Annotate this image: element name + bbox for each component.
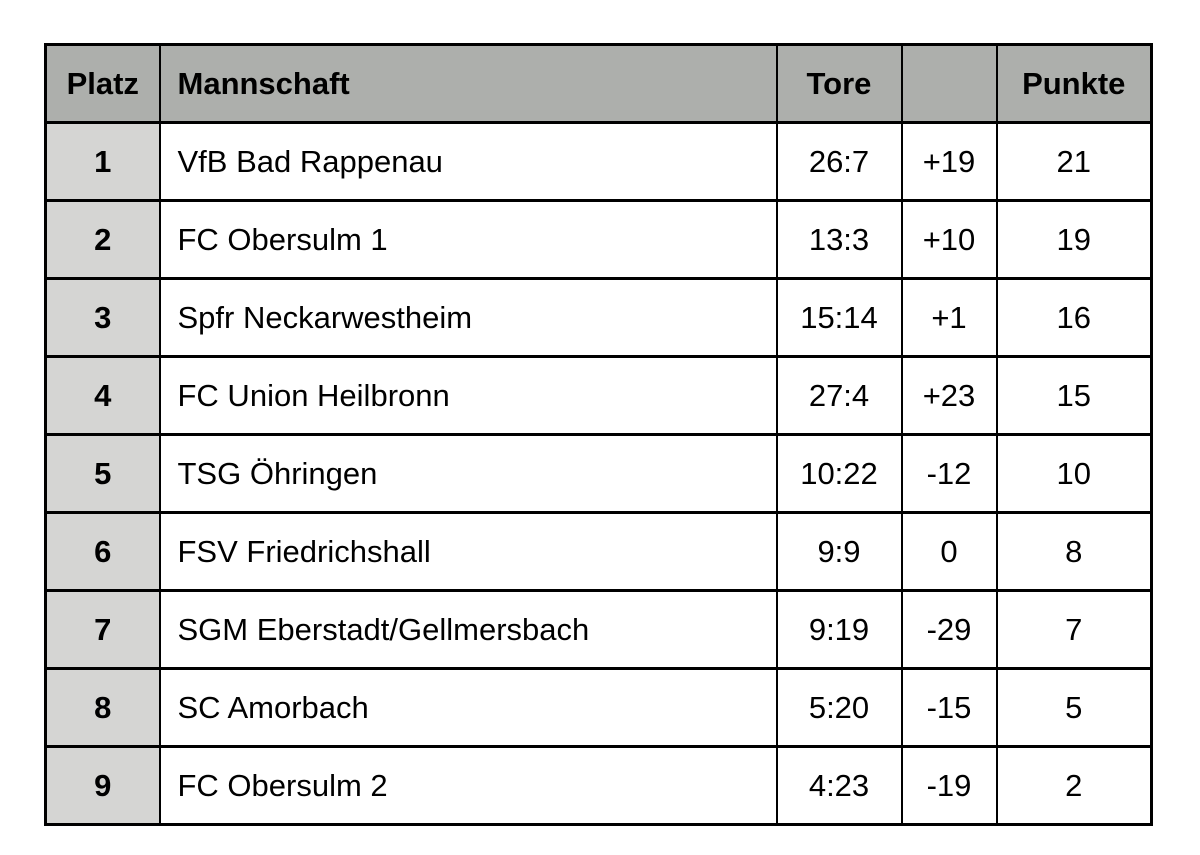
team-cell: FC Union Heilbronn	[158, 355, 778, 436]
points-cell: 5	[995, 667, 1153, 748]
goal-diff-cell: +1	[900, 277, 998, 358]
header-punkte: Punkte	[995, 43, 1153, 124]
goal-diff-cell: +19	[900, 121, 998, 202]
header-platz: Platz	[44, 43, 161, 124]
table-row: 6 FSV Friedrichshall 9:9 0 8	[44, 511, 1153, 592]
goal-diff-cell: -15	[900, 667, 998, 748]
table-row: 9 FC Obersulm 2 4:23 -19 2	[44, 745, 1153, 826]
table-row: 1 VfB Bad Rappenau 26:7 +19 21	[44, 121, 1153, 202]
standings-body: 1 VfB Bad Rappenau 26:7 +19 21 2 FC Obersulm 1…	[44, 121, 1153, 826]
goals-cell: 9:19	[775, 589, 903, 670]
team-cell: SC Amorbach	[158, 667, 778, 748]
goal-diff-cell: -29	[900, 589, 998, 670]
team-cell: Spfr Neckarwestheim	[158, 277, 778, 358]
goals-cell: 10:22	[775, 433, 903, 514]
header-tore: Tore	[775, 43, 903, 124]
goals-cell: 15:14	[775, 277, 903, 358]
table-row: 4 FC Union Heilbronn 27:4 +23 15	[44, 355, 1153, 436]
table-row: 8 SC Amorbach 5:20 -15 5	[44, 667, 1153, 748]
points-cell: 19	[995, 199, 1153, 280]
table-row: 5 TSG Öhringen 10:22 -12 10	[44, 433, 1153, 514]
team-cell: FSV Friedrichshall	[158, 511, 778, 592]
goal-diff-cell: 0	[900, 511, 998, 592]
points-cell: 8	[995, 511, 1153, 592]
points-cell: 15	[995, 355, 1153, 436]
header-row: Platz Mannschaft Tore Punkte	[44, 43, 1153, 124]
goal-diff-cell: -19	[900, 745, 998, 826]
rank-cell: 3	[44, 277, 161, 358]
team-cell: SGM Eberstadt/Gellmersbach	[158, 589, 778, 670]
rank-cell: 5	[44, 433, 161, 514]
rank-cell: 7	[44, 589, 161, 670]
team-cell: FC Obersulm 2	[158, 745, 778, 826]
rank-cell: 4	[44, 355, 161, 436]
goal-diff-cell: +23	[900, 355, 998, 436]
goal-diff-cell: -12	[900, 433, 998, 514]
table-row: 7 SGM Eberstadt/Gellmersbach 9:19 -29 7	[44, 589, 1153, 670]
header-mannschaft: Mannschaft	[158, 43, 778, 124]
points-cell: 7	[995, 589, 1153, 670]
goals-cell: 9:9	[775, 511, 903, 592]
league-standings-table: Platz Mannschaft Tore Punkte 1 VfB Bad Ra…	[44, 43, 1153, 826]
rank-cell: 8	[44, 667, 161, 748]
team-cell: TSG Öhringen	[158, 433, 778, 514]
goals-cell: 27:4	[775, 355, 903, 436]
points-cell: 10	[995, 433, 1153, 514]
points-cell: 2	[995, 745, 1153, 826]
goals-cell: 4:23	[775, 745, 903, 826]
rank-cell: 6	[44, 511, 161, 592]
team-cell: FC Obersulm 1	[158, 199, 778, 280]
goals-cell: 26:7	[775, 121, 903, 202]
goals-cell: 13:3	[775, 199, 903, 280]
goals-cell: 5:20	[775, 667, 903, 748]
rank-cell: 1	[44, 121, 161, 202]
rank-cell: 9	[44, 745, 161, 826]
team-cell: VfB Bad Rappenau	[158, 121, 778, 202]
rank-cell: 2	[44, 199, 161, 280]
points-cell: 21	[995, 121, 1153, 202]
points-cell: 16	[995, 277, 1153, 358]
table-row: 2 FC Obersulm 1 13:3 +10 19	[44, 199, 1153, 280]
table-row: 3 Spfr Neckarwestheim 15:14 +1 16	[44, 277, 1153, 358]
header-goal-diff	[900, 43, 998, 124]
goal-diff-cell: +10	[900, 199, 998, 280]
